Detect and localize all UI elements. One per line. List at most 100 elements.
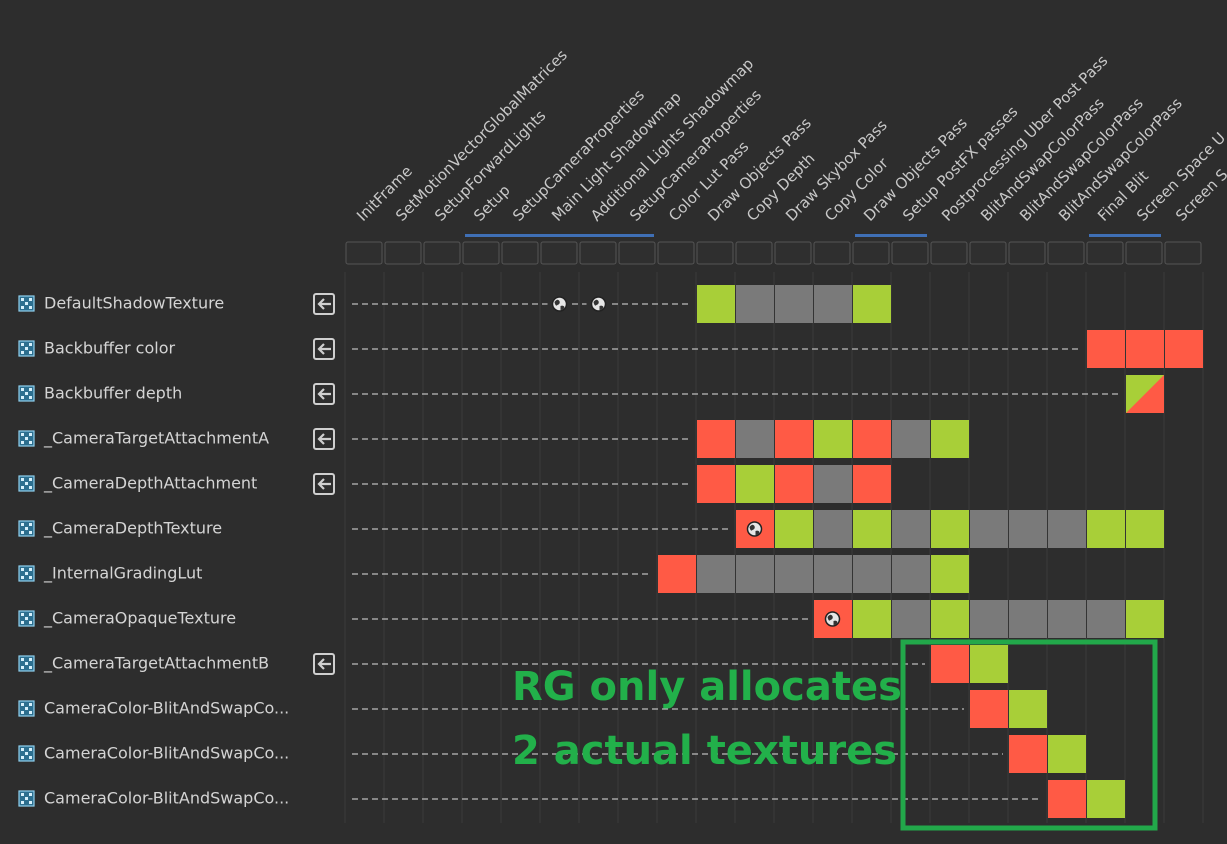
cell-write: [1048, 780, 1086, 818]
icon-check: [25, 662, 28, 665]
icon-check: [29, 433, 32, 436]
icon-check: [21, 568, 24, 571]
icon-check: [29, 478, 32, 481]
icon-check: [29, 343, 32, 346]
cell-used: [736, 420, 774, 458]
pass-button[interactable]: [1086, 241, 1124, 265]
icon-check: [29, 793, 32, 796]
pass-button[interactable]: [501, 241, 539, 265]
resource-icon: [18, 340, 35, 357]
cell-used: [1009, 510, 1047, 548]
cell-read: [970, 645, 1008, 683]
icon-check: [29, 531, 32, 534]
resource-icon: [18, 385, 35, 402]
pass-button[interactable]: [345, 241, 383, 265]
icon-check: [21, 306, 24, 309]
globe: [590, 296, 607, 312]
resource-icon: [18, 655, 35, 672]
pass-button[interactable]: [852, 241, 890, 265]
pass-button[interactable]: [1125, 241, 1163, 265]
cell-write: [697, 465, 735, 503]
merged-bar: [855, 234, 927, 237]
pass-button[interactable]: [1008, 241, 1046, 265]
cell-read: [1048, 735, 1086, 773]
cell-read: [1126, 600, 1164, 638]
cell-read: [1126, 510, 1164, 548]
cell-read: [1009, 690, 1047, 728]
icon-check: [21, 703, 24, 706]
cell-read: [931, 555, 969, 593]
cell-used: [775, 555, 813, 593]
icon-check: [29, 621, 32, 624]
icon-check: [25, 302, 28, 305]
pass-button[interactable]: [696, 241, 734, 265]
import-arrow: [317, 388, 331, 400]
cell-used: [892, 510, 930, 548]
icon-check: [29, 568, 32, 571]
pass-button[interactable]: [1047, 241, 1085, 265]
import-icon: [313, 653, 335, 675]
pass-button[interactable]: [462, 241, 500, 265]
pass-button[interactable]: [384, 241, 422, 265]
global-icon: [551, 296, 568, 312]
globe-land: [554, 299, 565, 310]
icon-check: [29, 441, 32, 444]
pass-button[interactable]: [1164, 241, 1202, 265]
pass-button[interactable]: [423, 241, 461, 265]
icon-check: [29, 711, 32, 714]
icon-check: [29, 801, 32, 804]
icon-check: [21, 748, 24, 751]
resource-icon: [18, 430, 35, 447]
import-arrow: [317, 478, 331, 490]
pass-button[interactable]: [540, 241, 578, 265]
cell-used: [1048, 600, 1086, 638]
icon-check: [29, 351, 32, 354]
import-arrow: [317, 343, 331, 355]
cell-read: [697, 285, 735, 323]
cell-read: [814, 420, 852, 458]
resource-icon: [18, 790, 35, 807]
icon-check: [21, 711, 24, 714]
pass-button[interactable]: [618, 241, 656, 265]
import-arrow: [317, 658, 331, 670]
icon-check: [21, 793, 24, 796]
annotation-line: RG only allocates: [512, 664, 902, 710]
icon-check: [21, 343, 24, 346]
icon-check: [29, 576, 32, 579]
icon-check: [21, 658, 24, 661]
icon-check: [25, 482, 28, 485]
pass-button[interactable]: [891, 241, 929, 265]
resource-name: CameraColor-BlitAndSwapCo...: [44, 789, 289, 808]
pass-button[interactable]: [657, 241, 695, 265]
icon-check: [21, 486, 24, 489]
cell-read: [931, 510, 969, 548]
pass-button[interactable]: [774, 241, 812, 265]
cell-write: [658, 555, 696, 593]
cell-write: [853, 465, 891, 503]
cell-read: [853, 600, 891, 638]
cell-used: [970, 510, 1008, 548]
icon-check: [29, 703, 32, 706]
highlight-box: [900, 639, 1158, 831]
cell-read: [775, 510, 813, 548]
cell-read: [1087, 510, 1125, 548]
cell-used: [814, 465, 852, 503]
cell-used: [1009, 600, 1047, 638]
import-frame: [313, 338, 335, 360]
icon-check: [25, 347, 28, 350]
cell-read: [853, 510, 891, 548]
cell-used: [853, 555, 891, 593]
import-frame: [313, 293, 335, 315]
cell-write: [697, 420, 735, 458]
cell-write: [775, 465, 813, 503]
pass-button[interactable]: [930, 241, 968, 265]
cells: [352, 285, 1203, 818]
cell-used: [697, 555, 735, 593]
cell-used: [892, 555, 930, 593]
pass-button[interactable]: [813, 241, 851, 265]
pass-button[interactable]: [579, 241, 617, 265]
pass-button[interactable]: [969, 241, 1007, 265]
resource-icon: [18, 520, 35, 537]
import-frame: [313, 473, 335, 495]
pass-button[interactable]: [735, 241, 773, 265]
